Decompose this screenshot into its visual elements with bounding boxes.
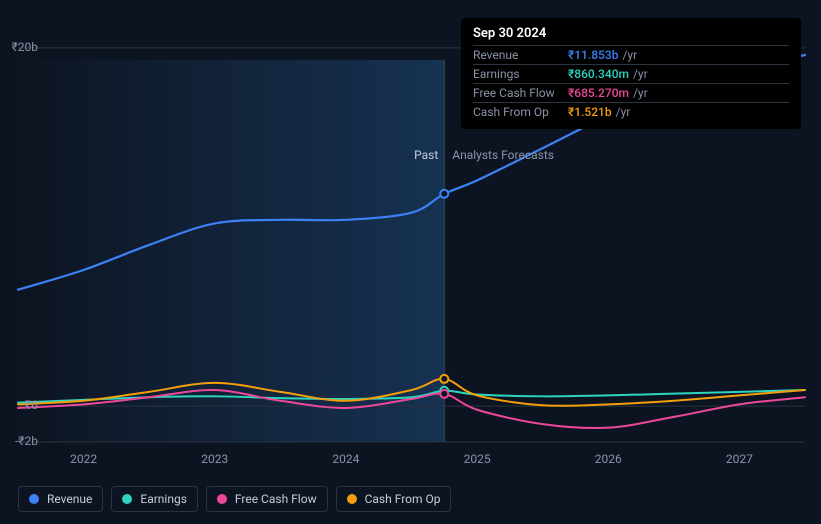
tooltip-value: ₹685.270m <box>568 86 629 100</box>
legend-item-cfo[interactable]: Cash From Op <box>336 486 452 512</box>
data-tooltip: Sep 30 2024 Revenue ₹11.853b /yr Earning… <box>461 18 801 129</box>
tooltip-label: Revenue <box>473 48 568 62</box>
x-axis-tick: 2023 <box>201 452 228 466</box>
past-region-label: Past <box>414 148 438 162</box>
tooltip-unit: /yr <box>633 86 648 100</box>
tooltip-row-revenue: Revenue ₹11.853b /yr <box>473 45 789 64</box>
legend-swatch <box>347 494 357 504</box>
legend-label: Free Cash Flow <box>235 492 317 506</box>
tooltip-row-earnings: Earnings ₹860.340m /yr <box>473 64 789 83</box>
legend-label: Cash From Op <box>365 492 441 506</box>
forecast-region-label: Analysts Forecasts <box>452 148 554 162</box>
legend-swatch <box>29 494 39 504</box>
x-axis-tick: 2022 <box>70 452 97 466</box>
legend-item-earnings[interactable]: Earnings <box>111 486 198 512</box>
x-axis-tick: 2025 <box>464 452 491 466</box>
tooltip-unit: /yr <box>616 105 631 119</box>
financial-chart: ₹20b ₹0 -₹2b 2022 2023 2024 2025 2026 20… <box>0 0 821 524</box>
tooltip-label: Cash From Op <box>473 105 568 119</box>
legend-swatch <box>122 494 132 504</box>
tooltip-value: ₹860.340m <box>568 67 629 81</box>
x-axis-tick: 2026 <box>595 452 622 466</box>
tooltip-unit: /yr <box>622 48 637 62</box>
x-axis-tick: 2024 <box>332 452 359 466</box>
x-axis-tick: 2027 <box>726 452 753 466</box>
chart-legend: Revenue Earnings Free Cash Flow Cash Fro… <box>18 486 451 512</box>
legend-label: Earnings <box>140 492 187 506</box>
legend-item-fcf[interactable]: Free Cash Flow <box>206 486 328 512</box>
tooltip-unit: /yr <box>633 67 648 81</box>
legend-swatch <box>217 494 227 504</box>
tooltip-value: ₹11.853b <box>568 48 618 62</box>
legend-label: Revenue <box>47 492 92 506</box>
tooltip-label: Free Cash Flow <box>473 86 568 100</box>
tooltip-date: Sep 30 2024 <box>473 26 789 41</box>
tooltip-label: Earnings <box>473 67 568 81</box>
tooltip-value: ₹1.521b <box>568 105 612 119</box>
y-axis-tick: ₹20b <box>0 40 38 54</box>
legend-item-revenue[interactable]: Revenue <box>18 486 103 512</box>
y-axis-tick: ₹0 <box>0 398 38 412</box>
tooltip-row-cfo: Cash From Op ₹1.521b /yr <box>473 102 789 121</box>
tooltip-row-fcf: Free Cash Flow ₹685.270m /yr <box>473 83 789 102</box>
y-axis-tick: -₹2b <box>0 434 38 448</box>
